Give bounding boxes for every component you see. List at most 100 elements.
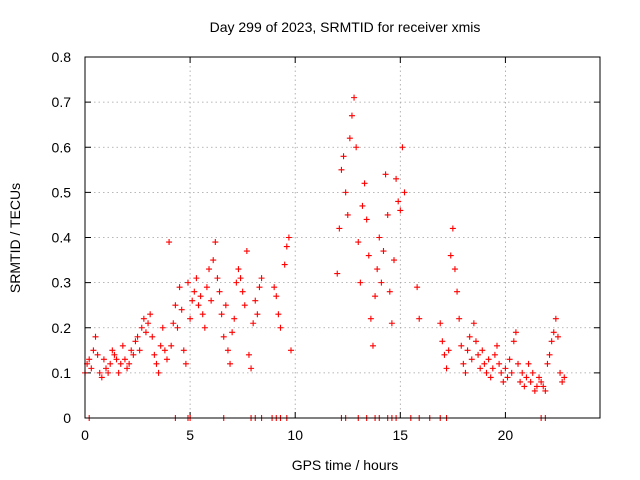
data-point xyxy=(342,189,349,196)
data-point xyxy=(525,360,532,367)
data-point xyxy=(441,351,448,358)
data-point xyxy=(161,347,168,354)
data-point xyxy=(252,297,259,304)
data-point xyxy=(94,351,101,358)
data-point xyxy=(445,347,452,354)
data-point xyxy=(105,369,112,376)
data-point xyxy=(504,374,511,381)
data-point xyxy=(365,252,372,259)
data-point xyxy=(498,369,505,376)
data-point xyxy=(449,225,456,232)
x-axis-label: GPS time / hours xyxy=(292,457,399,473)
data-point xyxy=(136,347,143,354)
data-point xyxy=(227,360,234,367)
data-point xyxy=(395,198,402,205)
data-point xyxy=(237,275,244,282)
data-point xyxy=(416,315,423,322)
data-point xyxy=(115,369,122,376)
data-point xyxy=(363,216,370,223)
data-point xyxy=(142,329,149,336)
data-point xyxy=(468,356,475,363)
data-point xyxy=(502,365,509,372)
data-point xyxy=(554,333,561,340)
data-point xyxy=(386,288,393,295)
data-point xyxy=(212,239,219,246)
data-point xyxy=(384,211,391,218)
data-point xyxy=(374,266,381,273)
data-point xyxy=(460,360,467,367)
data-point xyxy=(117,360,124,367)
data-point xyxy=(466,333,473,340)
data-points xyxy=(82,94,568,421)
data-point xyxy=(552,315,559,322)
data-point xyxy=(382,171,389,178)
data-point xyxy=(166,239,173,246)
data-point xyxy=(439,338,446,345)
data-point xyxy=(508,369,515,376)
data-point xyxy=(138,324,145,331)
data-point xyxy=(250,320,257,327)
data-point xyxy=(351,94,358,101)
data-point xyxy=(485,356,492,363)
data-point xyxy=(472,338,479,345)
data-point xyxy=(229,329,236,336)
data-point xyxy=(447,252,454,259)
data-point xyxy=(243,248,250,255)
y-tick-label: 0.8 xyxy=(52,49,72,65)
data-point xyxy=(550,329,557,336)
data-point xyxy=(149,333,156,340)
data-point xyxy=(348,112,355,119)
y-tick-label: 0.4 xyxy=(52,230,72,246)
data-point xyxy=(544,360,551,367)
data-point xyxy=(210,257,217,264)
data-point xyxy=(462,369,469,376)
data-point xyxy=(214,275,221,282)
data-point xyxy=(559,378,566,385)
data-point xyxy=(494,342,500,349)
data-point xyxy=(178,306,185,313)
plot-border xyxy=(84,56,601,419)
data-point xyxy=(245,351,252,358)
data-point xyxy=(557,369,564,376)
data-point xyxy=(546,351,553,358)
data-point xyxy=(96,369,103,376)
data-point xyxy=(256,284,263,291)
data-point xyxy=(437,320,444,327)
data-point xyxy=(172,302,179,309)
data-point xyxy=(369,342,376,349)
data-point xyxy=(170,320,177,327)
data-point xyxy=(515,360,522,367)
data-point xyxy=(477,365,484,372)
data-point xyxy=(454,288,461,295)
data-point xyxy=(388,320,395,327)
data-point xyxy=(540,383,547,390)
y-tick-label: 0 xyxy=(63,410,71,426)
data-point xyxy=(275,311,282,318)
data-point xyxy=(119,342,126,349)
data-point xyxy=(414,284,421,291)
data-point xyxy=(216,288,223,295)
data-point xyxy=(523,374,530,381)
data-point xyxy=(380,248,387,255)
data-point xyxy=(283,243,290,250)
data-point xyxy=(159,324,166,331)
data-point xyxy=(470,320,477,327)
data-point xyxy=(359,202,366,209)
axes: 0 0.1 0.2 0.3 0.4 0.5 0.6 0.7 0.8 0 5 10 15 20 xyxy=(52,49,600,443)
data-point xyxy=(189,297,196,304)
y-tick-label: 0.6 xyxy=(52,139,72,155)
data-point xyxy=(506,356,513,363)
data-point xyxy=(222,302,229,309)
data-point xyxy=(98,374,105,381)
data-point xyxy=(527,378,534,385)
data-point xyxy=(443,365,450,372)
data-point xyxy=(235,266,242,273)
data-point xyxy=(496,360,503,367)
data-point xyxy=(233,279,240,286)
data-point xyxy=(512,329,519,336)
data-point xyxy=(357,279,364,286)
data-point xyxy=(361,180,368,187)
data-point xyxy=(121,356,128,363)
data-point xyxy=(182,360,189,367)
data-point xyxy=(355,239,362,246)
